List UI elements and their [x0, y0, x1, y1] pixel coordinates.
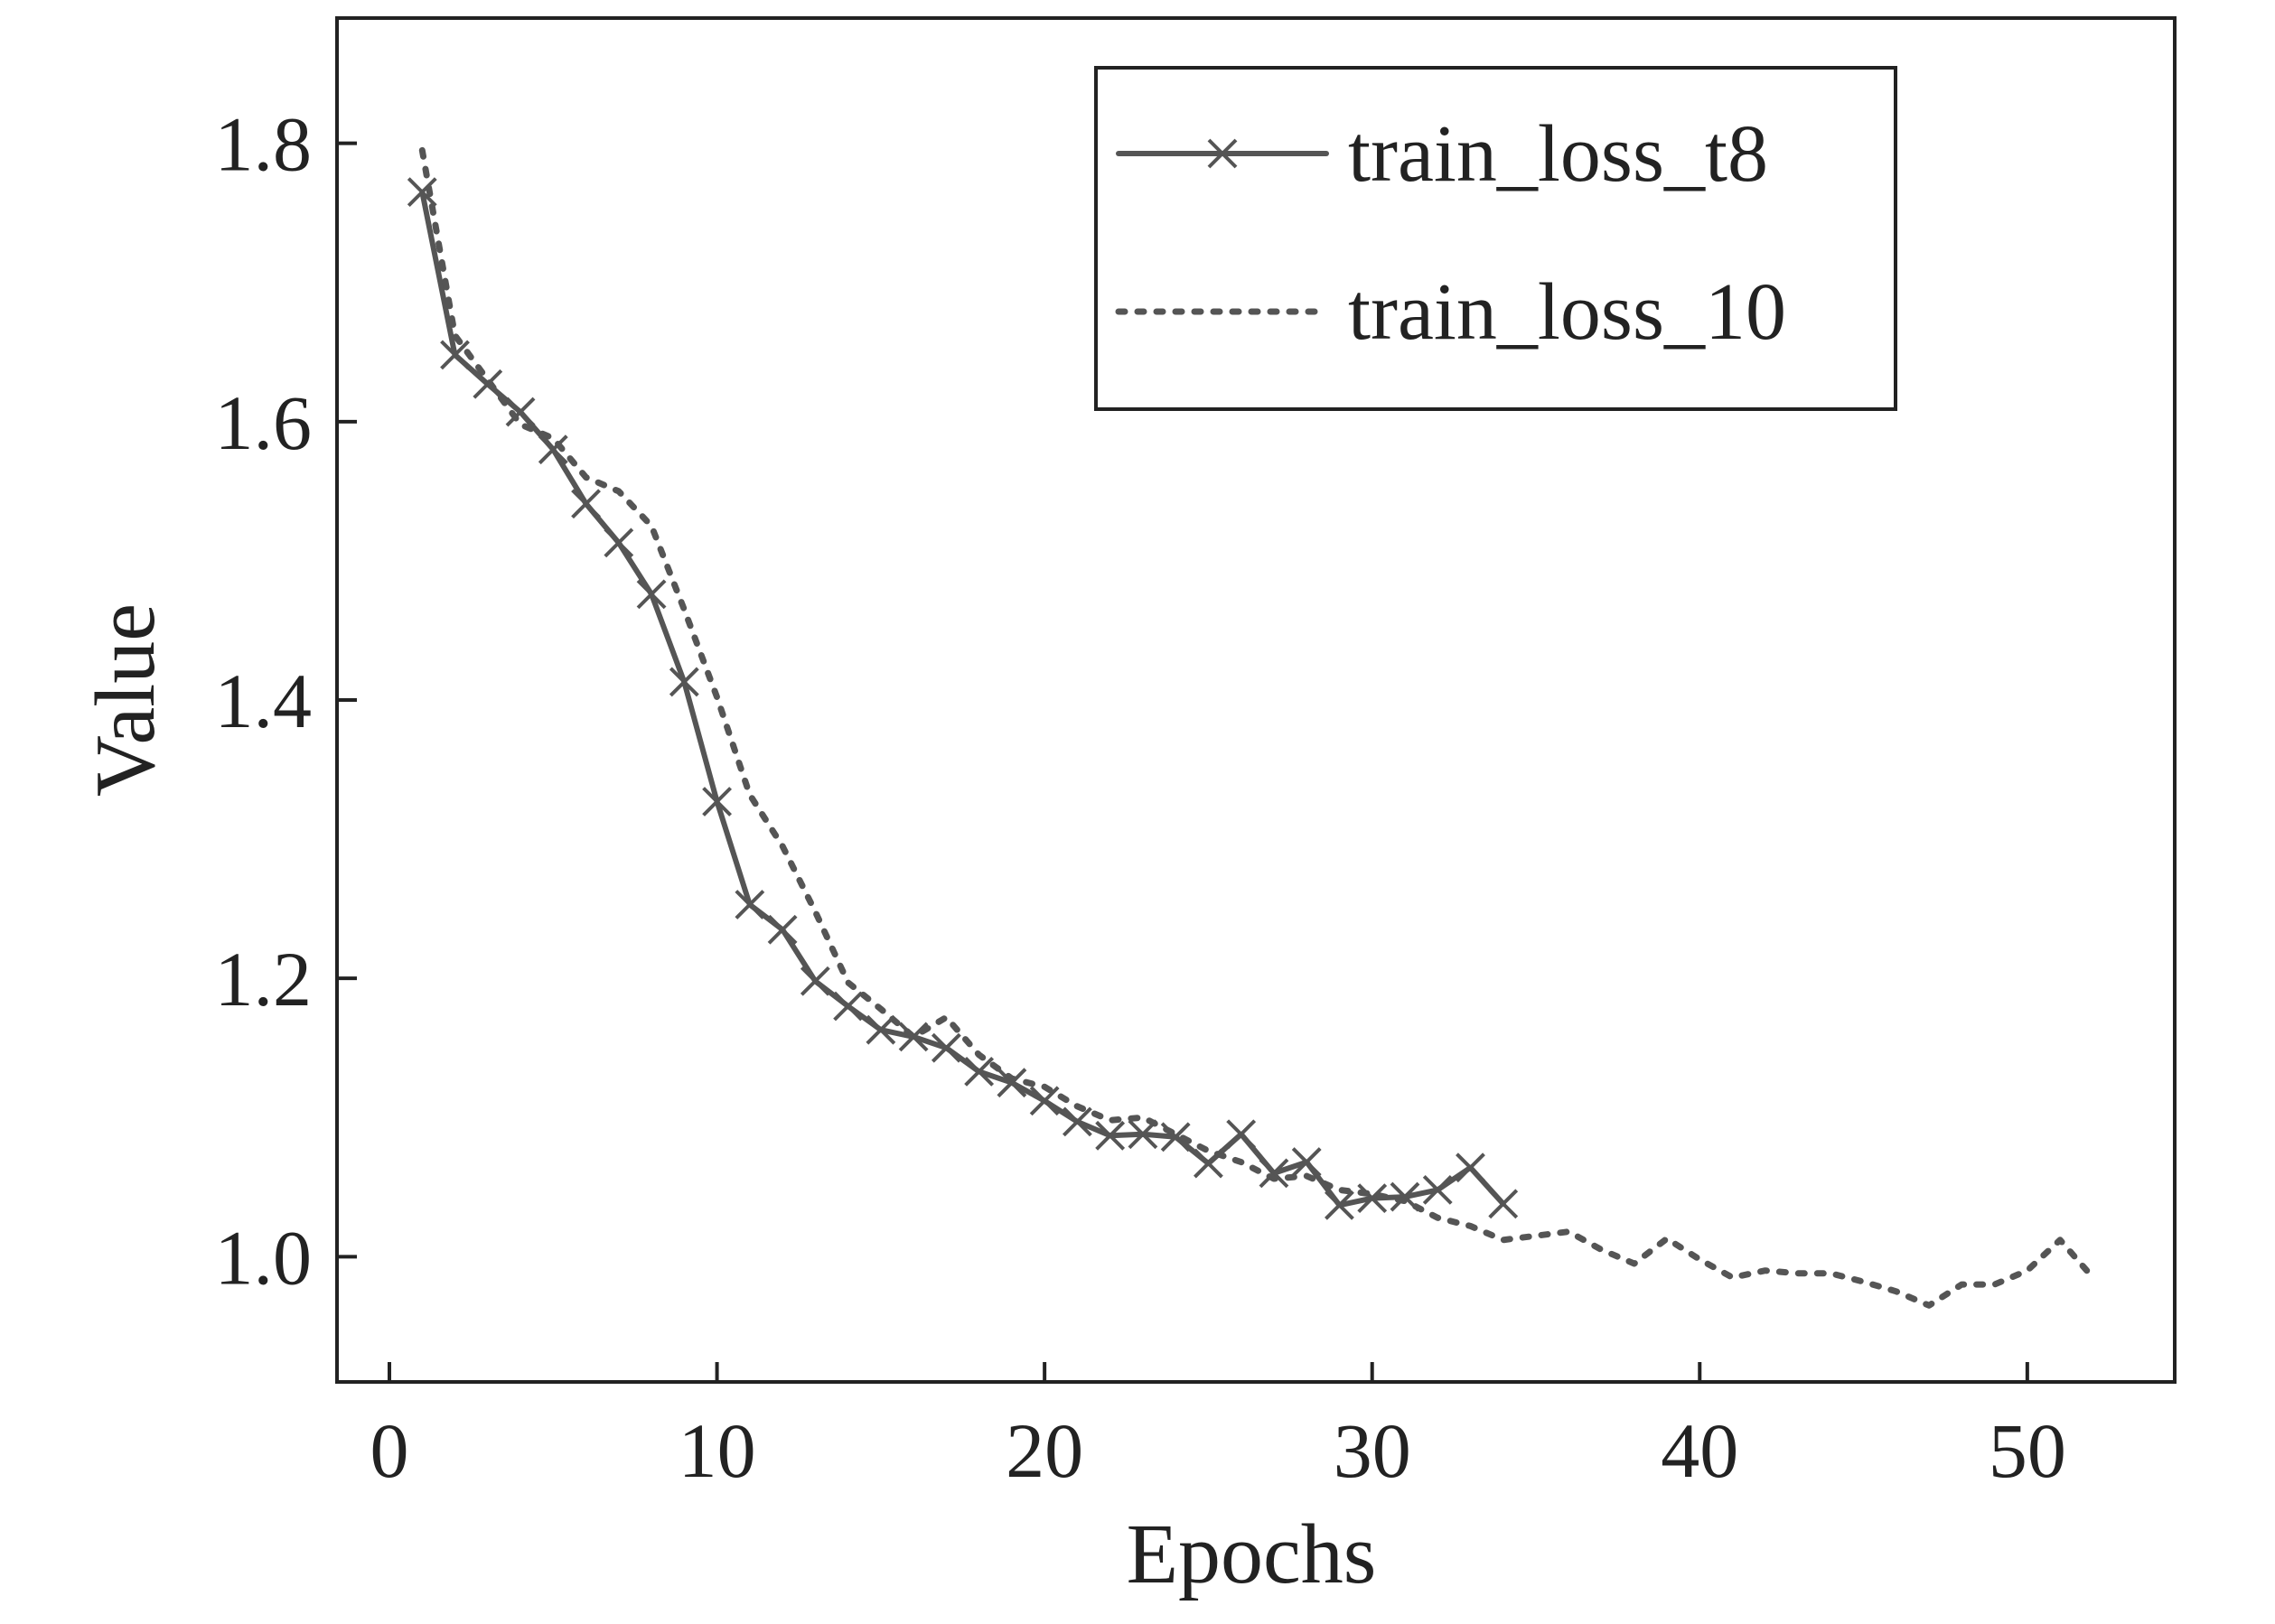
data-point-train_loss_t8	[1325, 1190, 1354, 1220]
series-line-train_loss_10	[418, 146, 2096, 1309]
data-point-train_loss_t8	[1456, 1153, 1485, 1183]
x-tick-label: 0	[370, 1407, 409, 1494]
data-point-train_loss_t8	[997, 1068, 1027, 1098]
data-point-train_loss_t8	[1357, 1183, 1388, 1214]
data-point-train_loss_t8	[931, 1032, 961, 1063]
data-point-train_loss_t8	[1062, 1106, 1092, 1137]
data-point-train_loss_t8	[1422, 1174, 1453, 1205]
data-point-train_loss_t8	[1029, 1086, 1060, 1116]
data-point-train_loss_t8	[604, 527, 634, 558]
data-point-train_loss_t8	[636, 579, 667, 610]
axes: 0 10 20 30 40 50 1.0 1.2 1.4 1.6 1.8	[215, 16, 2177, 1494]
y-tick-label: 1.6	[215, 379, 313, 466]
data-point-train_loss_t8	[964, 1056, 995, 1087]
data-point-train_loss_t8	[735, 890, 765, 919]
data-point-train_loss_t8	[1226, 1119, 1257, 1150]
data-point-train_loss_t8	[767, 914, 798, 945]
x-tick-label: 20	[1006, 1407, 1083, 1494]
legend-label-train_loss_t8: train_loss_t8	[1348, 109, 1768, 199]
y-tick-label: 1.4	[215, 658, 313, 744]
x-tick-label: 10	[679, 1407, 756, 1494]
legend-box	[1094, 66, 1897, 411]
data-point-train_loss_t8	[1488, 1189, 1519, 1219]
data-point-train_loss_t8	[1291, 1147, 1322, 1177]
x-tick-label: 40	[1661, 1407, 1738, 1494]
data-point-train_loss_t8	[440, 340, 470, 370]
data-point-train_loss_t8	[407, 177, 437, 208]
data-point-train_loss_t8	[538, 434, 568, 465]
y-tick-label: 1.2	[215, 936, 313, 1022]
data-point-train_loss_t8	[1259, 1158, 1289, 1189]
data-point-train_loss_t8	[1095, 1120, 1126, 1151]
data-point-train_loss_t8	[505, 397, 536, 427]
data-point-train_loss_t8	[866, 1014, 896, 1045]
data-point-train_loss_t8	[702, 787, 732, 817]
data-point-train_loss_t8	[571, 489, 601, 519]
data-point-train_loss_t8	[833, 991, 864, 1022]
x-axis-title: Epochs	[1127, 1507, 1377, 1601]
y-axis-title: Value	[79, 603, 173, 797]
y-tick-label: 1.8	[215, 101, 313, 188]
x-tick-label: 50	[1989, 1407, 2066, 1494]
y-tick-label: 1.0	[215, 1214, 313, 1301]
legend: train_loss_t8 train_loss_10	[1094, 66, 1897, 411]
plot-area	[407, 146, 2096, 1309]
data-point-train_loss_t8	[800, 966, 830, 996]
legend-label-train_loss_10: train_loss_10	[1348, 267, 1786, 357]
data-point-train_loss_t8	[669, 667, 699, 697]
legend-marker-train_loss_t8	[1207, 138, 1238, 169]
x-tick-label: 30	[1334, 1407, 1411, 1494]
